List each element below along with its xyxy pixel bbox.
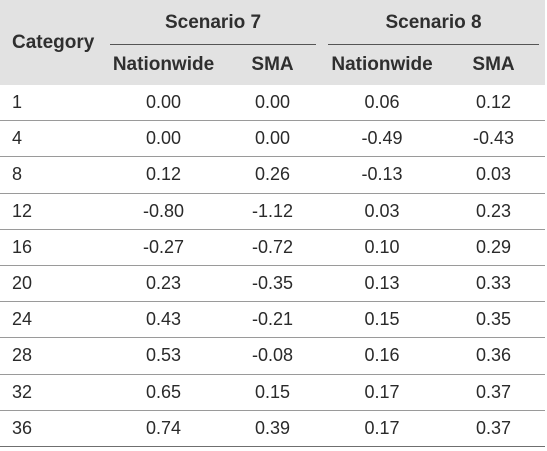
group-header-scenario-8: Scenario 8 (322, 0, 545, 45)
value-cell: 0.37 (442, 410, 546, 447)
value-cell: -0.27 (104, 229, 223, 266)
value-cell: 0.03 (442, 156, 546, 194)
subheader-nationwide: Nationwide (331, 54, 433, 75)
subheader-nationwide: Nationwide (112, 54, 215, 75)
value-cell: 0.12 (442, 85, 546, 122)
value-cell: 0.15 (223, 374, 323, 411)
value-cell: 0.39 (223, 410, 323, 447)
value-cell: 0.03 (322, 193, 443, 230)
value-cell: -0.35 (223, 265, 323, 303)
header-row-groups: Category Scenario 7 Scenario 8 (0, 0, 546, 53)
value-cell: 0.06 (322, 85, 443, 122)
value-cell: 0.23 (104, 265, 223, 303)
table-row: 28 0.53 -0.08 0.16 0.36 (0, 337, 546, 375)
value-cell: 0.26 (223, 156, 323, 194)
group-divider (110, 44, 317, 45)
group-header-label: Scenario 8 (385, 11, 482, 33)
value-cell: 0.23 (442, 193, 546, 230)
category-cell: 20 (0, 265, 104, 303)
value-cell: 0.17 (322, 374, 443, 411)
value-cell: -0.49 (322, 120, 443, 158)
value-cell: -0.72 (223, 229, 323, 266)
value-cell: 0.00 (104, 85, 223, 122)
table-row: 1 0.00 0.00 0.06 0.12 (0, 85, 546, 122)
value-cell: -1.12 (223, 193, 323, 230)
value-cell: 0.74 (104, 410, 223, 447)
value-cell: -0.13 (322, 156, 443, 194)
value-cell: -0.43 (442, 120, 546, 158)
category-cell: 8 (0, 156, 104, 194)
value-cell: 0.37 (442, 374, 546, 411)
value-cell: 0.33 (442, 265, 546, 303)
value-cell: 0.36 (442, 337, 546, 375)
value-cell: 0.13 (322, 265, 443, 303)
value-cell: 0.00 (223, 120, 323, 158)
value-cell: 0.53 (104, 337, 223, 375)
table-row: 12 -0.80 -1.12 0.03 0.23 (0, 193, 546, 230)
group-header-label: Scenario 7 (164, 11, 262, 33)
subheader-sma: SMA (251, 54, 294, 75)
category-cell: 12 (0, 193, 104, 230)
table-body: 1 0.00 0.00 0.06 0.12 4 0.00 0.00 -0.49 -0.43 8 0.1… (0, 85, 546, 447)
value-cell: -0.80 (104, 193, 223, 230)
value-cell: 0.15 (322, 301, 443, 339)
table-row: 20 0.23 -0.35 0.13 0.33 (0, 265, 546, 303)
category-cell: 32 (0, 374, 104, 411)
category-cell: 4 (0, 120, 104, 158)
table-row: 4 0.00 0.00 -0.49 -0.43 (0, 120, 546, 158)
table-row: 24 0.43 -0.21 0.15 0.35 (0, 301, 546, 339)
group-divider (328, 44, 540, 45)
value-cell: 0.12 (104, 156, 223, 194)
subheader-sma: SMA (472, 54, 515, 75)
category-cell: 36 (0, 410, 104, 447)
value-cell: 0.17 (322, 410, 443, 447)
value-cell: -0.21 (223, 301, 323, 339)
value-cell: 0.35 (442, 301, 546, 339)
value-cell: 0.16 (322, 337, 443, 375)
group-header-scenario-7: Scenario 7 (104, 0, 322, 45)
category-cell: 16 (0, 229, 104, 266)
value-cell: -0.08 (223, 337, 323, 375)
table-header: Category Scenario 7 Scenario 8 Nationwid… (0, 0, 546, 85)
value-cell: 0.00 (104, 120, 223, 158)
table-row: 36 0.74 0.39 0.17 0.37 (0, 410, 546, 447)
value-cell: 0.65 (104, 374, 223, 411)
table-row: 8 0.12 0.26 -0.13 0.03 (0, 156, 546, 194)
value-cell: 0.10 (322, 229, 443, 266)
value-cell: 0.29 (442, 229, 546, 266)
value-cell: 0.43 (104, 301, 223, 339)
category-cell: 28 (0, 337, 104, 375)
category-cell: 24 (0, 301, 104, 339)
table-row: 16 -0.27 -0.72 0.10 0.29 (0, 229, 546, 266)
category-cell: 1 (0, 85, 104, 122)
category-header: Category (12, 31, 95, 53)
table-row: 32 0.65 0.15 0.17 0.37 (0, 374, 546, 411)
value-cell: 0.00 (223, 85, 323, 122)
